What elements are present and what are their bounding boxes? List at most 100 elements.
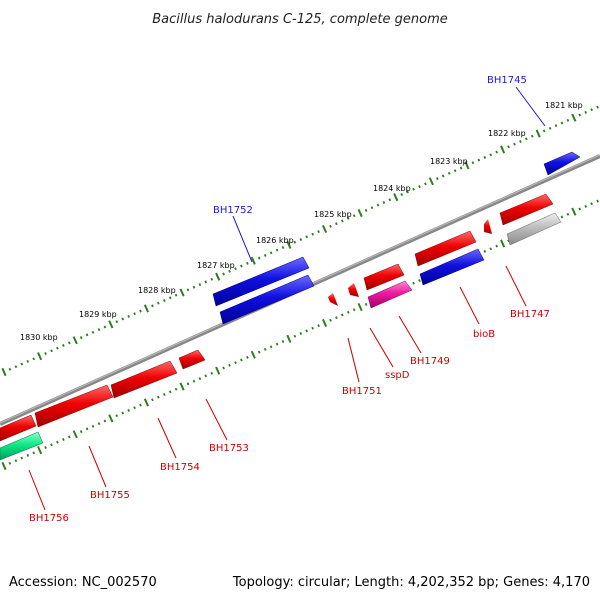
scale-tick	[554, 124, 558, 128]
scale-tick	[571, 207, 577, 216]
gene-label-bh1752[interactable]: BH1752	[213, 205, 253, 216]
gene-biob-feature[interactable]	[419, 248, 485, 286]
scale-tick	[14, 459, 18, 463]
scale-tick	[596, 199, 599, 203]
kbp-label-1822: 1822 kbp	[488, 129, 526, 138]
scale-tick	[321, 224, 328, 234]
scale-tick	[352, 308, 356, 312]
gene-bh1752-feature[interactable]	[212, 256, 315, 325]
scale-tick	[560, 121, 564, 125]
scale-tick	[56, 440, 59, 444]
scale-tick	[198, 377, 202, 381]
gene-small-red-3[interactable]	[328, 293, 338, 306]
scale-tick	[584, 204, 588, 208]
scale-tick	[174, 387, 178, 391]
scale-tick	[139, 403, 142, 407]
kbp-label-1830: 1830 kbp	[20, 333, 58, 342]
scale-tick	[578, 207, 582, 211]
scale-tick	[311, 232, 314, 236]
gene-label-bh1754[interactable]: BH1754	[160, 462, 200, 473]
scale-tick	[240, 264, 243, 268]
map-title: Bacillus halodurans C-125, complete geno…	[152, 12, 448, 27]
scale-tick	[250, 350, 256, 359]
kbp-label-1823: 1823 kbp	[430, 157, 468, 166]
scale-tick	[424, 182, 427, 186]
bh1752-connector	[232, 215, 253, 263]
gene-label-bh1753[interactable]: BH1753	[209, 443, 249, 454]
scale-tick	[257, 350, 261, 354]
gene-bh1745-feature[interactable]	[543, 151, 581, 176]
gene-label-bh1755[interactable]: BH1755	[90, 490, 130, 501]
gene-left-edge-red[interactable]	[0, 414, 37, 442]
scale-tick	[246, 355, 249, 359]
scale-tick	[340, 313, 344, 317]
scale-tick	[519, 140, 522, 143]
scale-tick	[210, 277, 214, 281]
gene-upper-red-3[interactable]	[363, 263, 405, 291]
gene-bh1755-feature[interactable]	[34, 384, 114, 428]
gene-small-red-1[interactable]	[484, 219, 492, 234]
kbp-label-1829: 1829 kbp	[79, 310, 117, 319]
scale-tick	[228, 269, 231, 273]
gene-label-bh1749[interactable]: BH1749	[410, 356, 450, 367]
gene-label-bh1756[interactable]: BH1756	[29, 513, 69, 524]
scale-tick	[299, 238, 303, 241]
scale-tick	[1, 461, 7, 471]
scale-tick	[108, 320, 114, 329]
gene-bh1753-feature[interactable]	[178, 349, 206, 370]
scale-tick	[26, 453, 30, 457]
scale-tick	[162, 299, 166, 302]
scale-tick	[464, 161, 470, 170]
scale-tick	[299, 332, 303, 335]
scale-tick	[67, 341, 71, 345]
gene-upper-red-1[interactable]	[499, 193, 554, 226]
gene-bh1747-feature[interactable]	[506, 212, 562, 246]
scale-tick	[20, 362, 24, 366]
bh1747-connector	[505, 265, 527, 307]
kbp-label-1824: 1824 kbp	[373, 184, 411, 193]
scale-tick	[204, 374, 208, 378]
scale-tick	[335, 316, 338, 320]
gene-small-red-2[interactable]	[348, 283, 359, 297]
gene-label-sspd[interactable]: sspD	[385, 370, 410, 381]
scale-tick	[500, 239, 506, 248]
scale-tick	[269, 345, 273, 349]
scale-tick	[578, 113, 582, 117]
gene-upper-red-2[interactable]	[414, 230, 477, 267]
scale-tick	[435, 177, 439, 181]
scale-tick	[121, 317, 125, 321]
scale-tick	[168, 296, 172, 300]
gene-bh1756-feature[interactable]	[0, 431, 44, 461]
scale-tick	[286, 240, 292, 249]
gene-label-bh1745[interactable]: BH1745	[487, 75, 527, 86]
scale-tick	[489, 247, 493, 251]
scale-tick	[1, 367, 7, 377]
scale-tick	[357, 208, 363, 218]
scale-tick	[584, 110, 588, 114]
gene-bh1749-feature[interactable]	[367, 280, 413, 309]
scale-tick	[263, 253, 267, 257]
scale-tick	[560, 215, 564, 219]
scale-tick	[133, 312, 136, 316]
scale-tick	[483, 155, 487, 159]
scale-tick	[50, 443, 53, 447]
scale-tick	[192, 379, 196, 383]
scale-tick	[79, 430, 83, 434]
scale-tick	[32, 357, 36, 361]
gene-bh1754-feature[interactable]	[110, 360, 178, 399]
scale-tick	[382, 201, 386, 204]
gene-label-bh1751[interactable]: BH1751	[342, 386, 382, 397]
scale-tick	[234, 267, 237, 271]
scale-tick	[364, 208, 368, 212]
scale-tick	[453, 169, 457, 173]
gene-label-biob[interactable]: bioB	[473, 329, 495, 340]
scale-tick	[56, 346, 59, 350]
scale-tick	[406, 190, 409, 194]
gene-label-bh1747[interactable]: BH1747	[510, 309, 550, 320]
scale-tick	[329, 318, 332, 322]
scale-tick	[162, 393, 166, 396]
scale-tick	[566, 118, 570, 122]
kbp-label-1827: 1827 kbp	[197, 261, 235, 270]
scale-tick	[179, 382, 185, 391]
scale-tick	[329, 224, 332, 228]
